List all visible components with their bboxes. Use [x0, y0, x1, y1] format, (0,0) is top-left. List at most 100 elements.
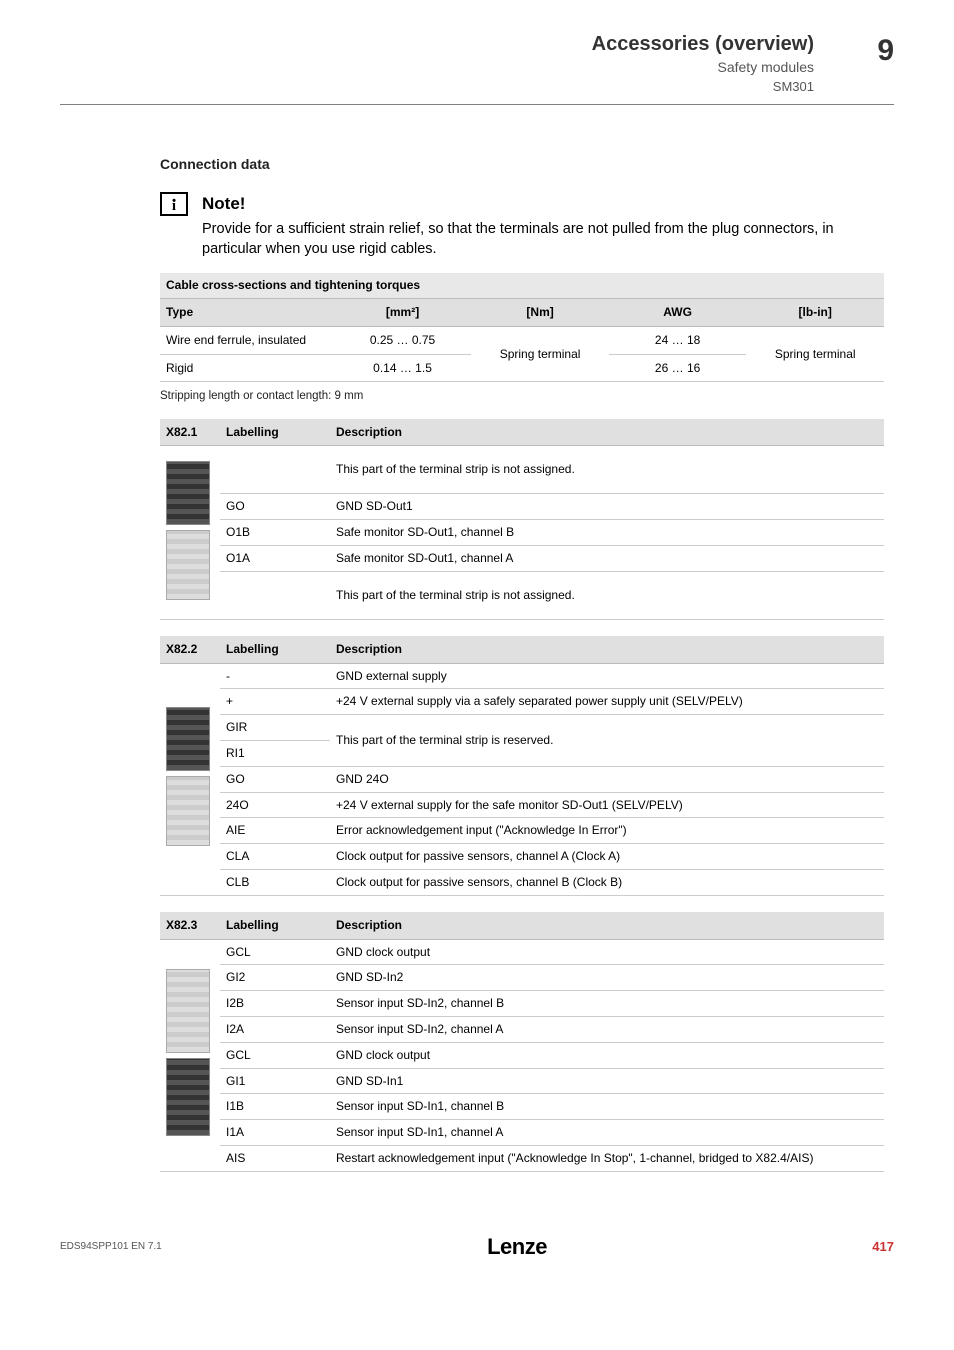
col-labelling: Labelling [220, 419, 330, 446]
col-labelling: Labelling [220, 636, 330, 663]
note-body: Provide for a sufficient strain relief, … [202, 220, 884, 259]
table-row: I1BSensor input SD-In1, channel B [160, 1094, 884, 1120]
table-row: GCLGND clock output [160, 1042, 884, 1068]
cell-mm2: 0.25 … 0.75 [334, 326, 472, 354]
cell-desc: Clock output for passive sensors, channe… [330, 844, 884, 870]
x821-table: X82.1 Labelling Description This part of… [160, 419, 884, 620]
table-row: O1BSafe monitor SD-Out1, channel B [160, 520, 884, 546]
col-id: X82.1 [160, 419, 220, 446]
table-row: 24O+24 V external supply for the safe mo… [160, 792, 884, 818]
table-row: GI1GND SD-In1 [160, 1068, 884, 1094]
cell-desc: Safe monitor SD-Out1, channel B [330, 520, 884, 546]
footer-page-number: 417 [872, 1238, 894, 1256]
cell-label: O1A [220, 545, 330, 571]
table-row: I2ASensor input SD-In2, channel A [160, 1016, 884, 1042]
cell-label: 24O [220, 792, 330, 818]
cell-label: GO [220, 766, 330, 792]
cell-desc: GND 24O [330, 766, 884, 792]
cell-type: Wire end ferrule, insulated [160, 326, 334, 354]
table-row: GOGND SD-Out1 [160, 494, 884, 520]
header-text: Accessories (overview) Safety modules SM… [592, 30, 814, 96]
table-row: AISRestart acknowledgement input ("Ackno… [160, 1145, 884, 1171]
cell-label: AIE [220, 818, 330, 844]
cell-lbin: Spring terminal [746, 326, 884, 382]
terminal-image-cell [160, 446, 220, 619]
col-nm: [Nm] [471, 299, 609, 327]
cable-caption: Cable cross-sections and tightening torq… [160, 273, 884, 298]
col-description: Description [330, 419, 884, 446]
cell-desc: +24 V external supply via a safely separ… [330, 689, 884, 715]
terminal-icon [166, 1058, 210, 1136]
table-row: GCLGND clock output [160, 939, 884, 965]
cell-label [220, 446, 330, 494]
cell-label: I2B [220, 991, 330, 1017]
cell-label: GIR [220, 715, 330, 741]
cell-desc: GND SD-In1 [330, 1068, 884, 1094]
footer-doc-id: EDS94SPP101 EN 7.1 [60, 1240, 162, 1254]
cell-desc: Clock output for passive sensors, channe… [330, 869, 884, 895]
cell-desc: This part of the terminal strip is reser… [330, 715, 884, 767]
col-mm2: [mm²] [334, 299, 472, 327]
header-code: SM301 [592, 78, 814, 96]
cell-desc: GND clock output [330, 939, 884, 965]
cell-desc: Sensor input SD-In2, channel A [330, 1016, 884, 1042]
cell-desc: Sensor input SD-In1, channel A [330, 1120, 884, 1146]
cell-desc: Sensor input SD-In2, channel B [330, 991, 884, 1017]
note-title: Note! [202, 192, 884, 216]
cable-table: Cable cross-sections and tightening torq… [160, 273, 884, 382]
terminal-icon [166, 707, 210, 771]
table-row: GOGND 24O [160, 766, 884, 792]
cell-mm2: 0.14 … 1.5 [334, 354, 472, 382]
cell-label: CLB [220, 869, 330, 895]
cell-label: GCL [220, 1042, 330, 1068]
terminal-image-cell [160, 663, 220, 895]
x823-table: X82.3 Labelling Description GCLGND clock… [160, 912, 884, 1172]
cell-label: I1A [220, 1120, 330, 1146]
terminal-icon [166, 969, 210, 1053]
cell-label: GO [220, 494, 330, 520]
cell-desc: GND clock output [330, 1042, 884, 1068]
cell-label: I1B [220, 1094, 330, 1120]
col-labelling: Labelling [220, 912, 330, 939]
col-description: Description [330, 636, 884, 663]
cell-desc: GND SD-Out1 [330, 494, 884, 520]
cell-label: GCL [220, 939, 330, 965]
cell-label: O1B [220, 520, 330, 546]
terminal-icon [166, 530, 210, 600]
terminal-icon [166, 461, 210, 525]
table-row: ++24 V external supply via a safely sepa… [160, 689, 884, 715]
table-header-row: X82.1 Labelling Description [160, 419, 884, 446]
chapter-number: 9 [844, 30, 894, 72]
cell-label: CLA [220, 844, 330, 870]
cell-desc: This part of the terminal strip is not a… [330, 571, 884, 619]
table-row: I2BSensor input SD-In2, channel B [160, 991, 884, 1017]
content-area: Connection data i Note! Provide for a su… [60, 155, 894, 1172]
col-awg: AWG [609, 299, 747, 327]
terminal-image-cell [160, 939, 220, 1171]
table-row: AIEError acknowledgement input ("Acknowl… [160, 818, 884, 844]
cell-label: RI1 [220, 740, 330, 766]
table-row: CLAClock output for passive sensors, cha… [160, 844, 884, 870]
cell-desc: GND SD-In2 [330, 965, 884, 991]
cell-label: AIS [220, 1145, 330, 1171]
cable-header-row: Type [mm²] [Nm] AWG [lb-in] [160, 299, 884, 327]
cell-desc: Error acknowledgement input ("Acknowledg… [330, 818, 884, 844]
table-row: GI2GND SD-In2 [160, 965, 884, 991]
strip-note: Stripping length or contact length: 9 mm [160, 388, 884, 404]
cell-desc: +24 V external supply for the safe monit… [330, 792, 884, 818]
cell-label: + [220, 689, 330, 715]
cell-desc: GND external supply [330, 663, 884, 689]
note-text: Note! Provide for a sufficient strain re… [202, 192, 884, 259]
cell-desc: Safe monitor SD-Out1, channel A [330, 545, 884, 571]
header-title: Accessories (overview) [592, 30, 814, 58]
page-footer: EDS94SPP101 EN 7.1 Lenze 417 [60, 1232, 894, 1263]
table-row: This part of the terminal strip is not a… [160, 571, 884, 619]
cell-label: GI2 [220, 965, 330, 991]
info-icon: i [160, 192, 188, 216]
table-row: -GND external supply [160, 663, 884, 689]
table-row: O1ASafe monitor SD-Out1, channel A [160, 545, 884, 571]
table-header-row: X82.2 Labelling Description [160, 636, 884, 663]
col-lbin: [lb-in] [746, 299, 884, 327]
cell-label: GI1 [220, 1068, 330, 1094]
cell-label [220, 571, 330, 619]
